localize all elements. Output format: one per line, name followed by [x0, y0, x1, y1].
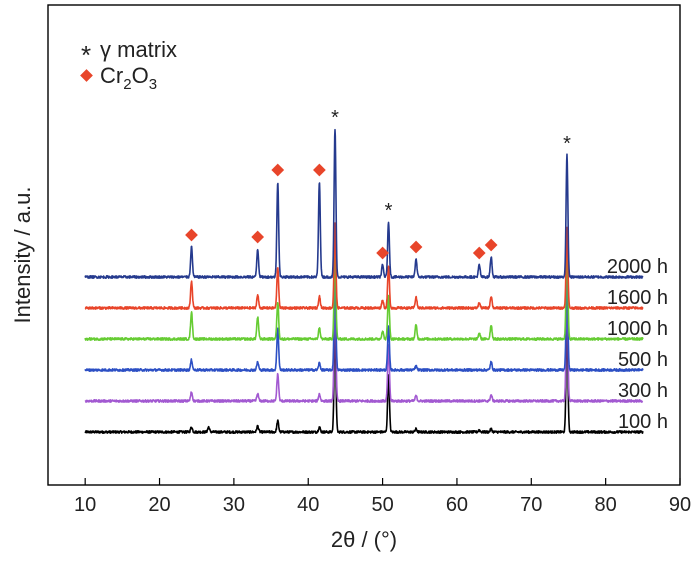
cr2o3-peak-marker — [484, 238, 498, 252]
gamma-peak-marker: * — [385, 200, 393, 222]
y-axis-label: Intensity / a.u. — [10, 187, 35, 324]
legend: * γ matrix Cr2O3 — [80, 37, 177, 93]
gamma-peak-marker: * — [331, 107, 339, 129]
cr2o3-peak-marker — [251, 230, 265, 244]
legend-cr2o3-label: Cr2O3 — [100, 63, 157, 93]
series-line-500h — [84, 274, 644, 372]
series-line-1600h — [84, 222, 644, 310]
peak-markers: * * * — [185, 107, 571, 260]
series-labels: 100 h 300 h 500 h 1000 h 1600 h 2000 h — [607, 256, 668, 433]
series-label-2000h: 2000 h — [607, 256, 668, 278]
legend-diamond-marker — [80, 69, 93, 82]
cr2o3-peak-marker — [376, 246, 389, 260]
x-axis-ticks: 10 20 30 40 50 60 70 80 90 — [74, 478, 691, 516]
x-tick-label-90: 90 — [669, 494, 691, 516]
cr2o3-peak-marker — [472, 246, 486, 260]
cr2o3-peak-marker — [313, 163, 326, 177]
x-tick-label-60: 60 — [446, 494, 468, 516]
series-label-1600h: 1600 h — [607, 287, 668, 309]
series-label-500h: 500 h — [618, 349, 668, 371]
cr2o3-peak-marker — [271, 163, 285, 177]
legend-star-marker: * — [81, 40, 91, 70]
x-tick-label-50: 50 — [371, 494, 393, 516]
x-tick-label-10: 10 — [74, 494, 96, 516]
x-tick-label-40: 40 — [297, 494, 319, 516]
plot-frame — [47, 4, 681, 486]
gamma-peak-marker: * — [563, 133, 571, 155]
series-label-1000h: 1000 h — [607, 318, 668, 340]
x-axis-label: 2θ / (°) — [331, 527, 397, 552]
series-line-100h — [84, 320, 644, 434]
x-tick-label-70: 70 — [520, 494, 542, 516]
series-line-1000h — [84, 243, 644, 341]
x-tick-label-30: 30 — [223, 494, 245, 516]
cr2o3-peak-marker — [185, 228, 198, 242]
legend-gamma-label: γ matrix — [100, 37, 177, 62]
series-label-100h: 100 h — [618, 411, 668, 433]
series-line-300h — [84, 291, 644, 403]
x-tick-label-80: 80 — [595, 494, 617, 516]
series-line-2000h — [84, 128, 644, 279]
x-tick-label-20: 20 — [148, 494, 170, 516]
series-group — [84, 128, 644, 434]
series-label-300h: 300 h — [618, 380, 668, 402]
cr2o3-peak-marker — [409, 240, 423, 254]
